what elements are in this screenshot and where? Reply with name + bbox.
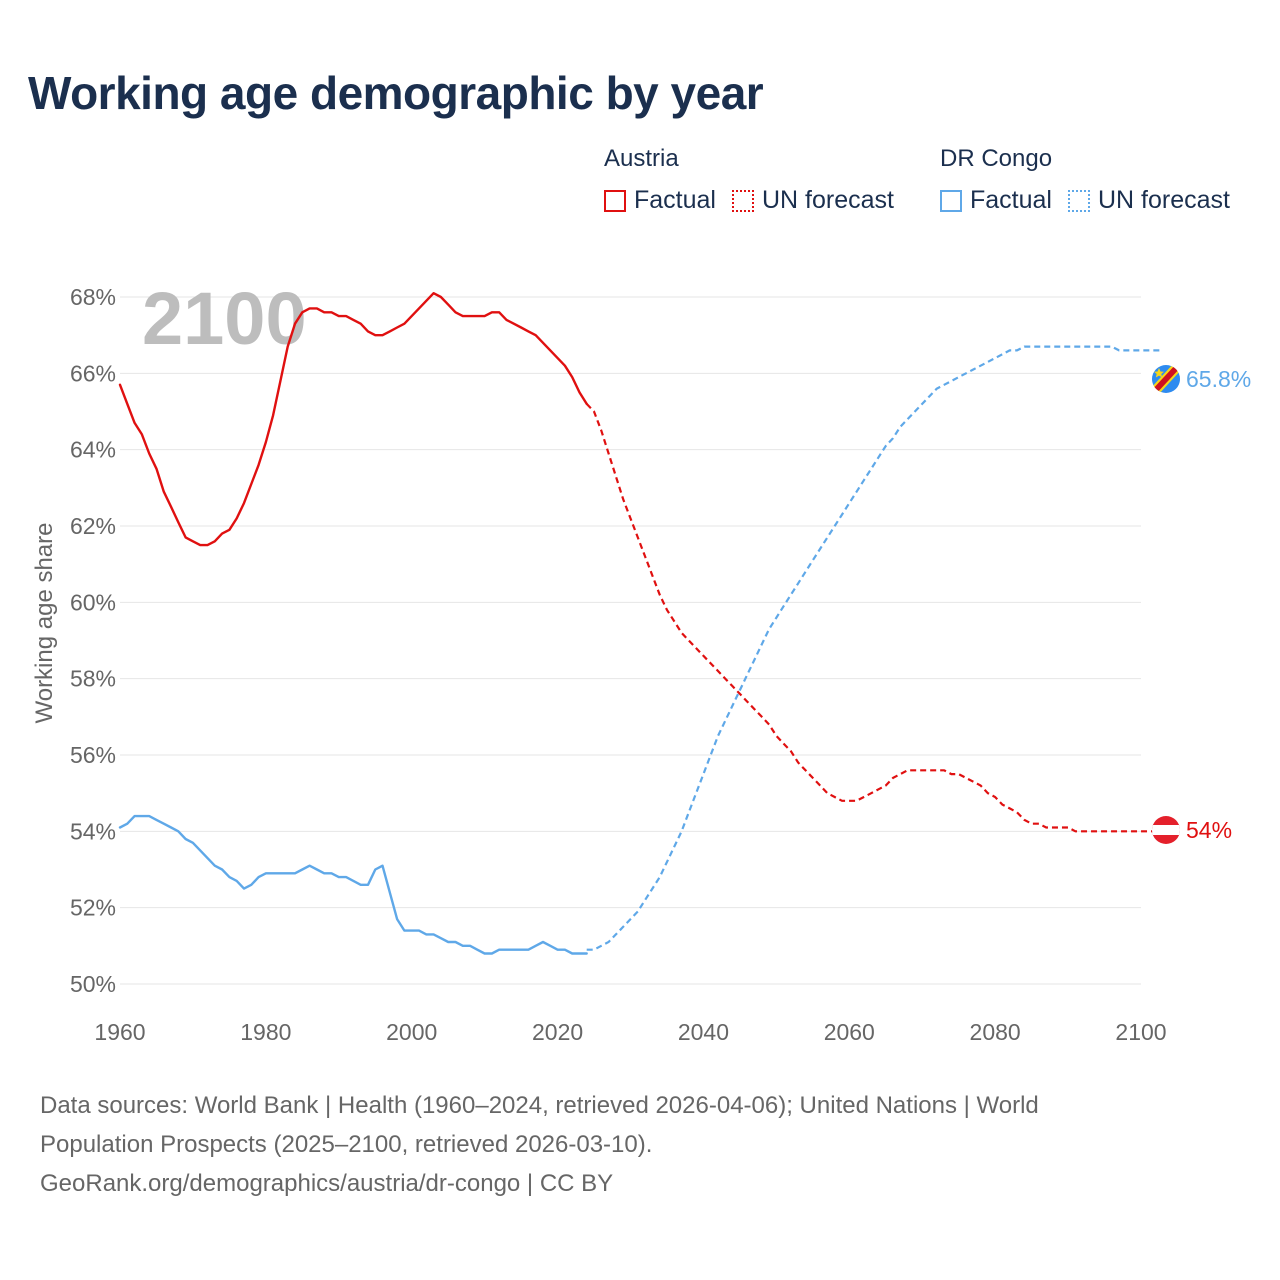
- series: [118, 292, 1163, 955]
- x-tick-label: 2060: [824, 1019, 875, 1045]
- drcongo-forecast-line[interactable]: [586, 345, 1163, 951]
- y-axis: 50% 52% 54% 56% 58% 60% 62% 64% 66% 68%: [70, 284, 116, 997]
- legend-swatch-solid: [940, 189, 962, 212]
- y-tick-label: 64%: [70, 437, 116, 463]
- austria-end-label: 54%: [1186, 817, 1232, 843]
- y-tick-label: 68%: [70, 284, 116, 310]
- drcongo-factual-line[interactable]: [118, 814, 588, 955]
- legend-group-name: DR Congo: [940, 145, 1053, 172]
- legend-group-drcongo: DR Congo Factual UN forecast: [940, 144, 1230, 215]
- x-tick-label: 1980: [240, 1019, 291, 1045]
- y-axis-label: Working age share: [31, 523, 58, 724]
- footer-attribution[interactable]: GeoRank.org/demographics/austria/dr-cong…: [40, 1170, 614, 1197]
- x-tick-label: 2000: [386, 1019, 437, 1045]
- legend-austria-factual[interactable]: Factual: [604, 186, 716, 215]
- footer: Data sources: World Bank | Health (1960–…: [40, 1086, 1220, 1203]
- legend-swatch-solid: [604, 189, 626, 212]
- x-axis: 1960 1980 2000 2020 2040 2060 2080 2100: [94, 1019, 1166, 1045]
- x-tick-label: 1960: [94, 1019, 145, 1045]
- footer-sources-line1: Data sources: World Bank | Health (1960–…: [40, 1092, 1039, 1119]
- line-chart: 50% 52% 54% 56% 58% 60% 62% 64% 66% 68% 1960 1980 2…: [31, 277, 1251, 1045]
- y-tick-label: 56%: [70, 742, 116, 768]
- x-tick-label: 2040: [678, 1019, 729, 1045]
- legend-swatch-dotted: [731, 189, 754, 212]
- footer-sources-line2: Population Prospects (2025–2100, retriev…: [40, 1131, 653, 1158]
- legend-austria-forecast[interactable]: UN forecast: [731, 186, 894, 215]
- austria-flag-icon: [1152, 816, 1180, 844]
- legend-drcongo-factual[interactable]: Factual: [940, 186, 1052, 215]
- x-tick-label: 2080: [970, 1019, 1021, 1045]
- y-tick-label: 62%: [70, 513, 116, 539]
- legend-label: UN forecast: [1097, 186, 1230, 214]
- legend-drcongo-forecast[interactable]: UN forecast: [1067, 186, 1230, 215]
- y-tick-label: 66%: [70, 360, 116, 386]
- y-tick-label: 50%: [70, 971, 116, 997]
- y-tick-label: 54%: [70, 818, 116, 844]
- legend-label: UN forecast: [761, 186, 894, 214]
- legend-group-austria: Austria Factual UN forecast: [604, 144, 894, 215]
- austria-factual-line[interactable]: [118, 292, 588, 547]
- y-tick-label: 58%: [70, 666, 116, 692]
- legend-group-name: Austria: [604, 145, 679, 172]
- chart-title: Working age demographic by year: [28, 67, 764, 119]
- grid: [120, 296, 1141, 985]
- drcongo-flag-icon: [1152, 365, 1180, 393]
- legend-label: Factual: [970, 186, 1052, 214]
- drcongo-end-label: 65.8%: [1186, 366, 1251, 392]
- austria-forecast-line[interactable]: [585, 403, 1163, 833]
- x-tick-label: 2100: [1115, 1019, 1166, 1045]
- year-watermark: 2100: [142, 277, 307, 360]
- x-tick-label: 2020: [532, 1019, 583, 1045]
- legend-swatch-dotted: [1067, 189, 1090, 212]
- y-tick-label: 60%: [70, 589, 116, 615]
- legend-label: Factual: [634, 186, 716, 214]
- y-tick-label: 52%: [70, 895, 116, 921]
